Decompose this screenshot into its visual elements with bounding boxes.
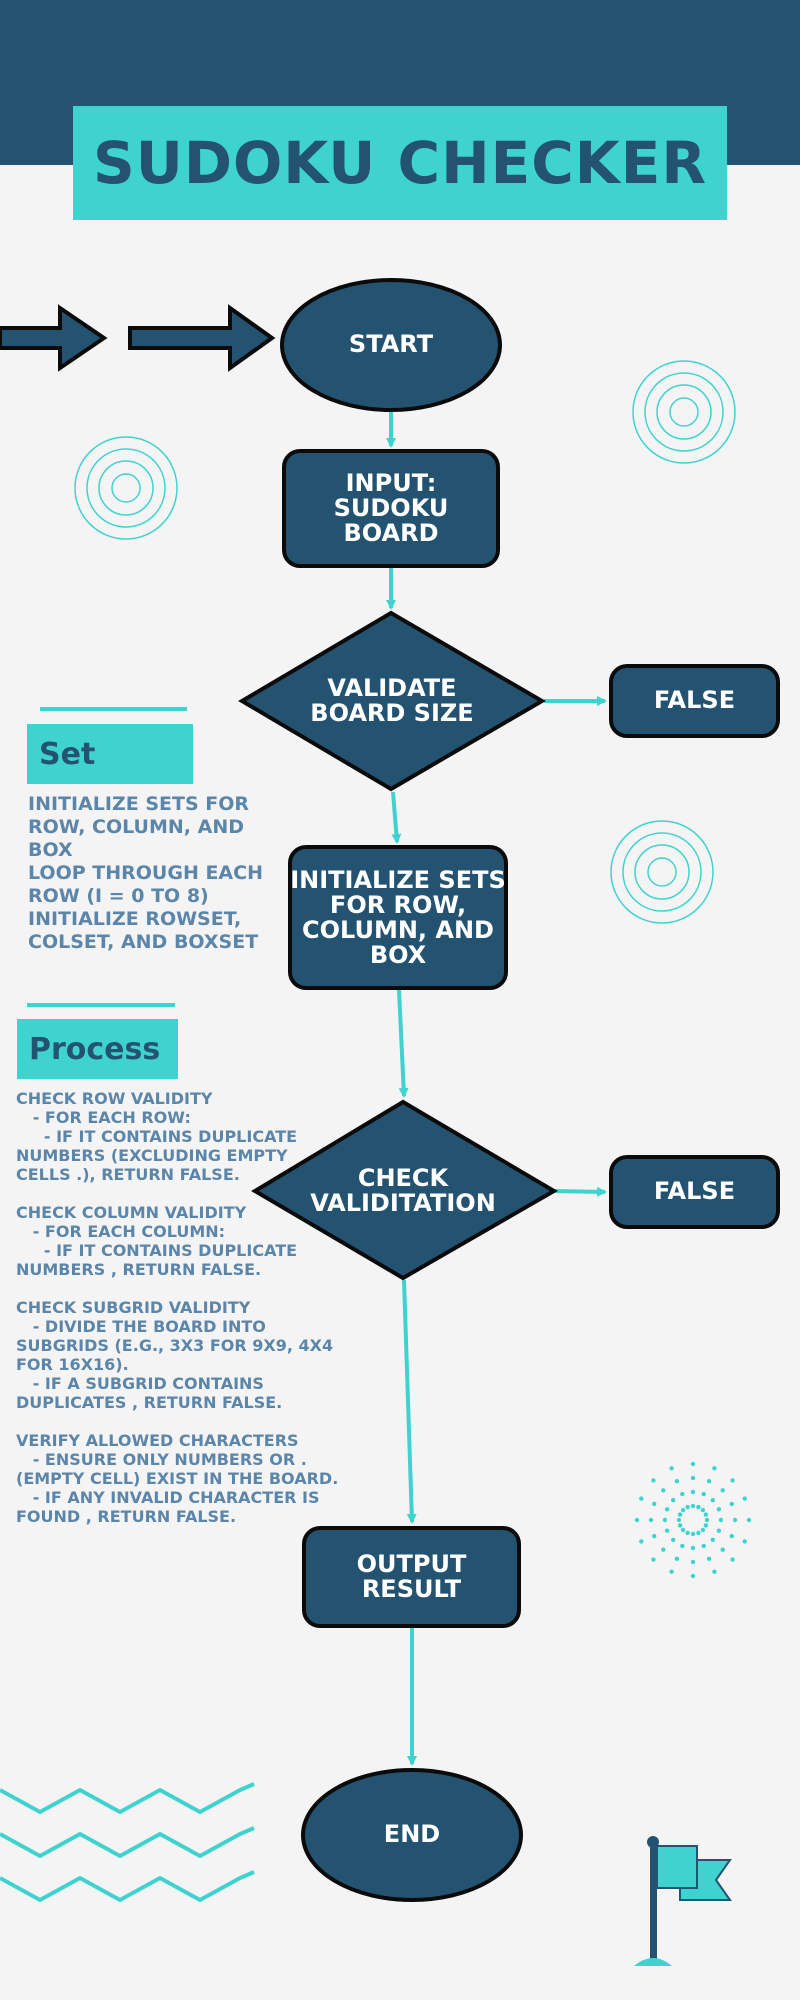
false-label-2: FALSE xyxy=(653,1177,736,1206)
process-divider xyxy=(27,1003,175,1007)
set-description: INITIALIZE SETS FOR ROW, COLUMN, AND BOX… xyxy=(28,793,263,953)
double-arrow-icon xyxy=(0,304,276,372)
set-heading: Set xyxy=(27,724,193,784)
concentric-circles-icon xyxy=(610,820,714,924)
concentric-circles-icon xyxy=(74,436,178,540)
input-label: INPUT: SUDOKU BOARD xyxy=(333,468,449,548)
page-title: SUDOKU CHECKER xyxy=(92,129,708,197)
check-decision xyxy=(251,1099,558,1281)
process-heading-text: Process xyxy=(29,1031,161,1067)
false-label-1: FALSE xyxy=(653,686,736,715)
title-banner: SUDOKU CHECKER xyxy=(73,106,727,220)
end-node xyxy=(301,1768,523,1902)
process-description: CHECK ROW VALIDITY - FOR EACH ROW: - IF … xyxy=(16,1089,339,1526)
start-label: START xyxy=(348,330,434,359)
output-label: OUTPUT RESULT xyxy=(356,1549,467,1603)
input-node xyxy=(282,449,500,568)
set-heading-text: Set xyxy=(39,736,96,772)
set-divider xyxy=(40,707,187,711)
process-heading: Process xyxy=(17,1019,178,1079)
init-sets-node xyxy=(288,845,508,990)
flag-icon xyxy=(634,1836,732,1966)
false-node-2 xyxy=(609,1155,780,1229)
validate-size-decision xyxy=(238,610,546,792)
zigzag-lines-icon xyxy=(0,1782,255,1903)
output-node xyxy=(302,1526,521,1628)
end-label: END xyxy=(383,1820,441,1849)
init-sets-label: INITIALIZE SETS FOR ROW, COLUMN, AND BOX xyxy=(290,865,506,970)
check-label: CHECK VALIDITATION xyxy=(310,1163,496,1217)
validate-size-label: VALIDATE BOARD SIZE xyxy=(310,673,474,727)
concentric-circles-icon xyxy=(632,360,736,464)
false-node-1 xyxy=(609,664,780,738)
start-node xyxy=(280,278,502,412)
connectors xyxy=(386,412,607,1766)
starburst-icon xyxy=(634,1461,752,1579)
